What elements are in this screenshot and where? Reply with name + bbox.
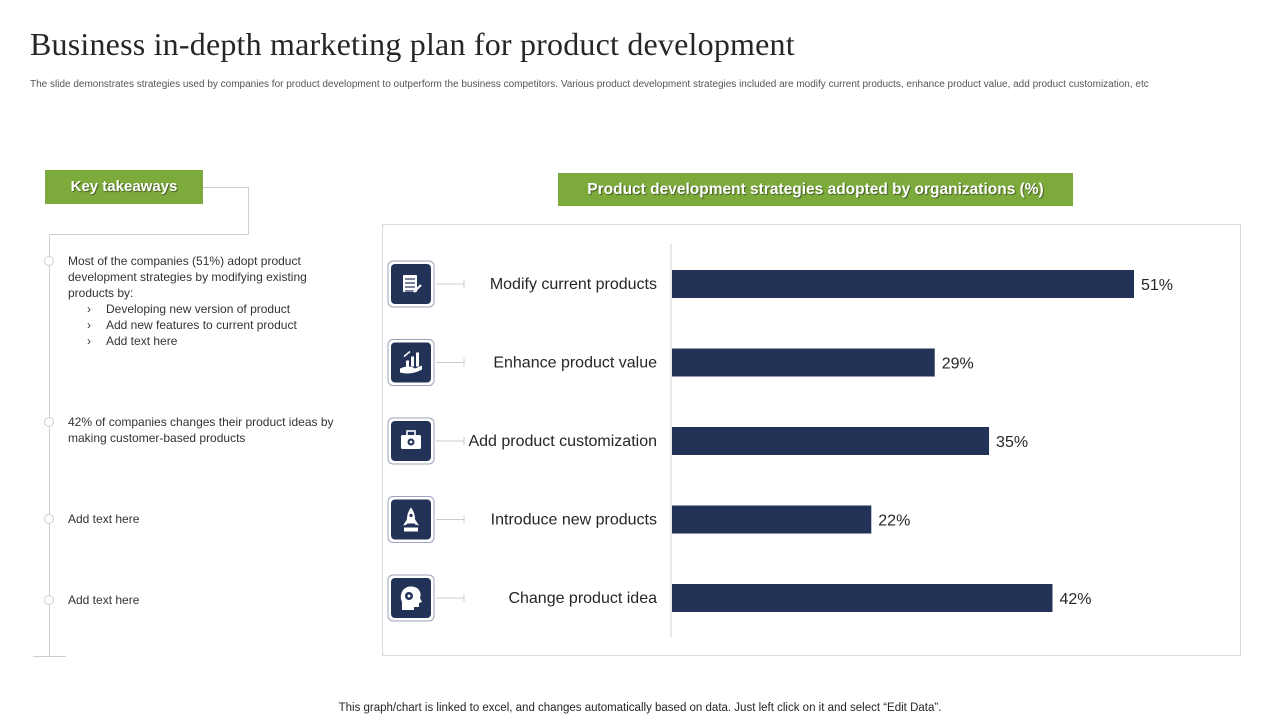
takeaway-text: Add text here [68, 593, 140, 607]
takeaway-bullet: Add text here [68, 333, 338, 349]
takeaway-bullets: Developing new version of product Add ne… [68, 301, 338, 349]
timeline-dot [44, 514, 54, 524]
timeline-base [33, 656, 66, 657]
timeline-dot [44, 417, 54, 427]
connector-vertical-right [248, 187, 249, 234]
takeaway-item: Add text here [68, 592, 338, 608]
timeline-dot [44, 595, 54, 605]
chart-frame [382, 224, 1241, 656]
takeaway-text: Add text here [68, 512, 140, 526]
takeaway-item: Add text here [68, 511, 338, 527]
takeaway-bullet: Developing new version of product [68, 301, 338, 317]
footer-note: This graph/chart is linked to excel, and… [338, 702, 942, 714]
page-title: Business in-depth marketing plan for pro… [30, 26, 795, 62]
page-subtitle: The slide demonstrates strategies used b… [30, 79, 1149, 90]
takeaway-text: 42% of companies changes their product i… [68, 415, 334, 445]
chart-heading: Product development strategies adopted b… [558, 173, 1073, 206]
takeaway-item: 42% of companies changes their product i… [68, 414, 338, 446]
timeline-dot [44, 256, 54, 266]
key-takeaways-label: Key takeaways [45, 170, 203, 204]
takeaway-bullet: Add new features to current product [68, 317, 338, 333]
connector-horizontal [203, 187, 248, 188]
takeaway-text: Most of the companies (51%) adopt produc… [68, 254, 307, 300]
takeaway-item: Most of the companies (51%) adopt produc… [68, 253, 338, 349]
timeline-line [49, 234, 50, 656]
connector-horizontal-bottom [49, 234, 249, 235]
